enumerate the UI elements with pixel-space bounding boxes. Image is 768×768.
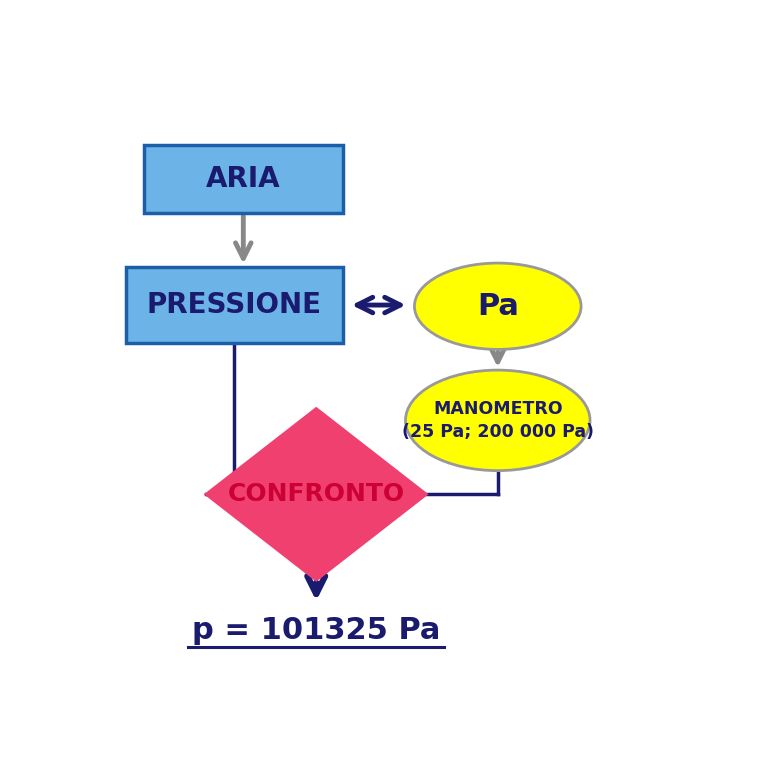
Text: ARIA: ARIA xyxy=(206,165,280,194)
Text: Pa: Pa xyxy=(477,292,518,321)
Text: p = 101325 Pa: p = 101325 Pa xyxy=(192,616,440,645)
FancyBboxPatch shape xyxy=(144,145,343,214)
Text: MANOMETRO
(25 Pa; 200 000 Pa): MANOMETRO (25 Pa; 200 000 Pa) xyxy=(402,399,594,441)
Text: CONFRONTO: CONFRONTO xyxy=(227,482,405,506)
Polygon shape xyxy=(206,409,426,580)
Ellipse shape xyxy=(415,263,581,349)
Text: PRESSIONE: PRESSIONE xyxy=(147,291,322,319)
Ellipse shape xyxy=(406,370,590,471)
FancyBboxPatch shape xyxy=(126,266,343,343)
